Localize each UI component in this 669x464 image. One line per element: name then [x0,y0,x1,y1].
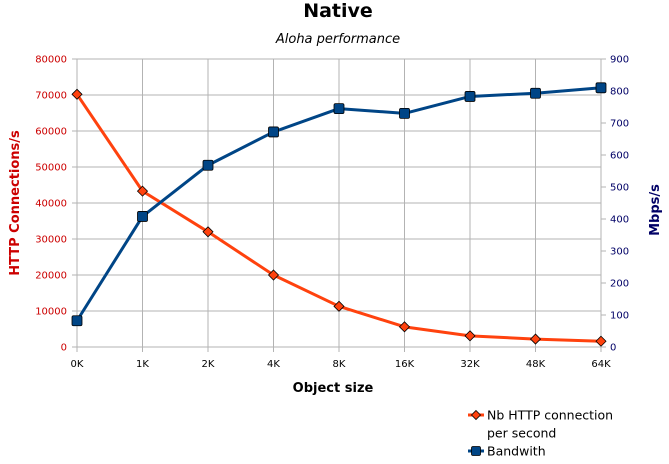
data-point-connections [202,226,214,238]
left-tick-label: 70000 [35,91,67,102]
data-point-bandwidth [530,87,541,99]
left-tick-label: 10000 [35,307,67,318]
data-point-bandwidth [202,159,214,171]
right-tick-label: 400 [610,215,629,226]
chart-title: Native [303,0,373,22]
x-tick-label: 1K [136,359,149,370]
left-tick-label: 80000 [35,55,67,66]
data-point-connections [529,333,542,345]
legend-marker-square [471,446,481,456]
right-tick-label: 500 [610,183,629,194]
legend: Nb HTTP connection per second Bandwith [468,408,613,459]
x-tick-label: 64K [591,359,611,370]
left-axis-ticks: 0 10000 20000 30000 40000 50000 60000 70000 8000… [35,55,77,354]
left-tick-label: 0 [61,343,67,354]
data-point-bandwidth [595,82,607,94]
x-axis-ticks: 0K 1K 2K 4K 8K 16K 32K 48K 64K [71,347,611,370]
data-point-bandwidth [268,126,279,138]
data-point-connections [595,335,607,347]
x-axis-label: Object size [293,381,374,396]
right-tick-label: 300 [610,247,629,258]
right-tick-label: 100 [610,311,629,322]
left-tick-label: 40000 [35,199,67,210]
data-point-connections [333,300,345,312]
data-point-bandwidth [137,211,148,222]
y-axis-right-label: Mbps/s [648,184,663,236]
legend-marker-diamond [470,409,482,421]
left-tick-label: 60000 [35,127,67,138]
data-point-bandwidth [399,108,410,119]
left-tick-label: 20000 [35,271,67,282]
y-axis-left-label: HTTP Connections/s [8,130,23,276]
x-tick-label: 0K [71,359,84,370]
data-point-bandwidth [333,103,345,114]
series-group [71,82,607,347]
right-tick-label: 700 [610,119,629,130]
x-tick-label: 8K [333,359,346,370]
right-tick-label: 900 [610,55,629,66]
right-tick-label: 800 [610,87,629,98]
right-tick-label: 200 [610,279,629,290]
right-tick-label: 600 [610,151,629,162]
legend-label: per second [487,426,556,441]
data-point-connections [398,321,411,333]
x-tick-label: 48K [526,359,546,370]
chart-subtitle: Aloha performance [275,32,400,47]
x-tick-label: 32K [460,359,480,370]
x-tick-label: 2K [202,359,215,370]
left-tick-label: 50000 [35,163,67,174]
legend-label: Bandwith [487,444,546,459]
right-tick-label: 0 [610,343,616,354]
x-tick-label: 16K [395,359,415,370]
data-point-bandwidth [71,315,83,327]
legend-label: Nb HTTP connection [487,408,613,423]
data-point-bandwidth [464,91,476,102]
data-point-connections [136,185,149,197]
data-point-connections [267,269,280,281]
left-tick-label: 30000 [35,235,67,246]
data-point-connections [71,88,83,100]
right-axis-ticks: 0 100 200 300 400 500 600 700 800 900 [601,55,629,354]
x-tick-label: 4K [267,359,280,370]
data-point-connections [464,330,476,342]
